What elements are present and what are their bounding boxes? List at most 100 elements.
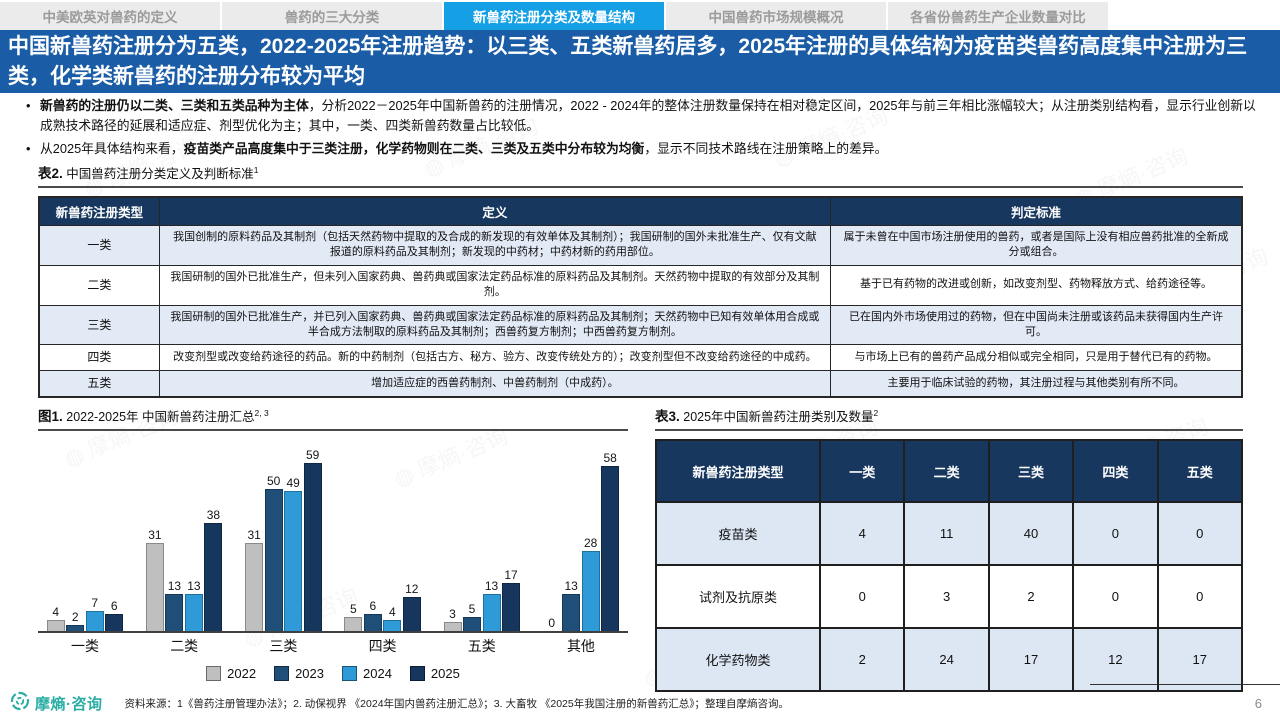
table3-header-class-1: 一类 [819, 439, 906, 503]
bar-value-label: 50 [266, 473, 281, 488]
bar-slot: 31 [145, 528, 165, 631]
tab-4[interactable]: 中国兽药市场规模概况 [666, 2, 886, 30]
bar-value-label: 31 [148, 527, 162, 542]
table2-row: 三类 我国研制的国外已批准生产，并已列入国家药典、兽药典或国家法定药品标准的原料药… [38, 304, 1243, 346]
legend-item-2024: 2024 [342, 666, 392, 681]
x-axis-label: 三类 [269, 638, 298, 654]
figure1-x-axis-labels: 一类 二类 三类 四类 五类 其他 [38, 636, 628, 656]
legend-swatch [206, 666, 222, 681]
bar-slot: 6 [363, 599, 383, 631]
table2-header-type: 新兽药注册类型 [38, 196, 160, 226]
bullet-item: 新兽药的注册仍以二类、三类和五类品种为主体，分析2022－2025年中国新兽药的… [26, 96, 1258, 137]
bar-2025 [204, 522, 223, 631]
x-axis-label: 一类 [71, 638, 99, 654]
bar-2022 [145, 542, 164, 631]
table2-caption-text: 中国兽药注册分类定义及判断标准 [62, 167, 254, 181]
tab-3[interactable]: 新兽药注册分类及数量结构 [444, 2, 664, 30]
bar-slot: 13 [482, 579, 502, 631]
moxing-logo-text: 摩熵·咨询 [35, 695, 103, 713]
page-number: 6 [1254, 695, 1262, 711]
tab-1[interactable]: 中美欧英对兽药的定义 [0, 2, 220, 30]
bar-value-label: 13 [187, 578, 201, 593]
table3-section: 表3. 2025年中国新兽药注册类别及数量2 新兽药注册类型 一类 二类 三类 四类 五类… [654, 405, 1244, 692]
figure1-legend: 2022 2023 2024 2025 [38, 666, 628, 681]
bar-slot: 2 [66, 610, 86, 631]
table2-cell-type: 一类 [38, 225, 160, 266]
bar-slot: 5 [344, 602, 364, 631]
table2-cell-type: 二类 [38, 264, 160, 306]
bar-slot: 49 [283, 476, 303, 631]
bar-slot: 59 [303, 448, 323, 631]
bar-value-label: 28 [584, 536, 598, 551]
table2-cell-definition: 我国研制的国外已批准生产，并已列入国家药典、兽药典或国家法定药品标准的原料药品及… [158, 304, 832, 346]
table3-header-class-2: 二类 [903, 439, 990, 503]
bar-slot: 58 [600, 451, 620, 631]
figure1-bar-chart: 4 2 7 6 31 13 13 38 31 50 49 59 5 6 4 12 3 5 13 17 0 13 28 58 [38, 439, 628, 633]
table3-cell-category: 化学药物类 [654, 627, 822, 692]
table2-row: 四类 改变剂型或改变给药途径的药品。新的中药制剂（包括古方、秘方、验方、改变传统处… [38, 344, 1243, 372]
table3-cell-category: 疫苗类 [654, 501, 822, 566]
table3-cell-value: 17 [987, 627, 1075, 692]
bar-2023 [264, 488, 283, 631]
bar-2022 [443, 622, 462, 631]
bar-value-label: 3 [449, 607, 456, 622]
table3-row: 化学药物类 2 24 17 12 17 [654, 627, 1244, 692]
table2-cell-criteria: 属于未曾在中国市场注册使用的兽药，或者是国际上没有相应兽药批准的全新成分或组合。 [830, 225, 1243, 266]
legend-item-2025: 2025 [409, 666, 460, 681]
figure1-caption-superscript: 2, 3 [254, 407, 269, 418]
bar-value-label: 17 [504, 567, 518, 582]
bar-2025 [105, 613, 124, 631]
table2-section: 表2. 中国兽药注册分类定义及判断标准1 新兽药注册类型 定义 判定标准 一类我… [38, 162, 1243, 398]
bar-value-label: 6 [110, 598, 118, 613]
bullet-text-segment: ，显示不同技术路线在注册策略上的差异。 [644, 140, 888, 156]
table3-header-class-4: 四类 [1072, 439, 1159, 503]
x-axis-label: 四类 [368, 638, 397, 654]
bullet-item: 从2025年具体结构来看，疫苗类产品高度集中于三类注册，化学药物则在二类、三类及… [26, 139, 1258, 160]
legend-swatch [409, 666, 425, 681]
table2: 新兽药注册类型 定义 判定标准 一类 我国创制的原料药品及其制剂（包括天然药物中提… [38, 196, 1243, 398]
table3: 新兽药注册类型 一类 二类 三类 四类 五类 疫苗类 4 11 40 0 0 试剂及抗原类 0 3 2 0 0 化… [654, 439, 1244, 692]
legend-item-2022: 2022 [206, 666, 256, 681]
bullet-text-segment: ，分析2022－2025年中国新兽药的注册情况，2022 - 2024年的整体注… [40, 98, 1256, 134]
bar-slot: 7 [85, 596, 105, 631]
bar-2025 [303, 462, 322, 631]
table2-cell-definition: 增加适应症的西兽药制剂、中兽药制剂（中成药）。 [158, 370, 832, 398]
table2-cell-definition: 改变剂型或改变给药途径的药品。新的中药制剂（包括古方、秘方、验方、改变传统处方的… [158, 344, 832, 372]
bar-value-label: 5 [468, 601, 476, 616]
bar-2025 [502, 582, 520, 631]
tab-5[interactable]: 各省份兽药生产企业数量对比 [888, 2, 1108, 30]
figure1-caption-prefix: 图1. [38, 409, 63, 424]
table3-header-class-3: 三类 [987, 439, 1075, 503]
bar-2023 [363, 613, 382, 631]
tab-bar: 中美欧英对兽药的定义 兽药的三大分类 新兽药注册分类及数量结构 中国兽药市场规模概况各… [0, 2, 1108, 30]
x-axis-label: 五类 [467, 638, 496, 654]
bar-2023 [165, 593, 184, 631]
bar-slot: 31 [244, 528, 264, 631]
bar-value-label: 31 [247, 527, 261, 542]
bar-slot: 4 [46, 605, 66, 631]
table3-cell-value: 0 [1156, 564, 1244, 629]
bar-2024 [184, 593, 203, 631]
table2-cell-criteria: 主要用于临床试验的药物，其注册过程与其他类别有所不同。 [830, 370, 1243, 398]
bar-2025 [601, 465, 620, 631]
bar-2024 [383, 619, 402, 631]
tab-2[interactable]: 兽药的三大分类 [222, 2, 442, 30]
figure1-section: 图1. 2022-2025年 中国新兽药注册汇总2, 3 4 2 7 6 31 13 13 3… [38, 405, 628, 681]
legend-label: 2025 [430, 666, 460, 681]
table2-cell-type: 五类 [38, 370, 160, 398]
bar-slot: 28 [581, 536, 601, 631]
bar-value-label: 59 [305, 447, 320, 462]
bar-slot: 6 [105, 599, 125, 631]
bar-value-label: 0 [548, 616, 556, 630]
bar-value-label: 58 [603, 450, 617, 465]
bar-2024 [284, 491, 303, 631]
table3-cell-value: 3 [903, 564, 990, 629]
table3-header-class-5: 五类 [1156, 439, 1244, 503]
legend-swatch [342, 666, 357, 681]
table2-cell-definition: 我国创制的原料药品及其制剂（包括天然药物中提取的及合成的新发现的有效单体及其制剂… [158, 225, 832, 266]
bar-2022 [344, 616, 363, 631]
bar-group-五类: 3 5 13 17 [443, 568, 521, 631]
table3-cell-value: 0 [819, 564, 906, 629]
bar-value-label: 7 [91, 596, 99, 611]
